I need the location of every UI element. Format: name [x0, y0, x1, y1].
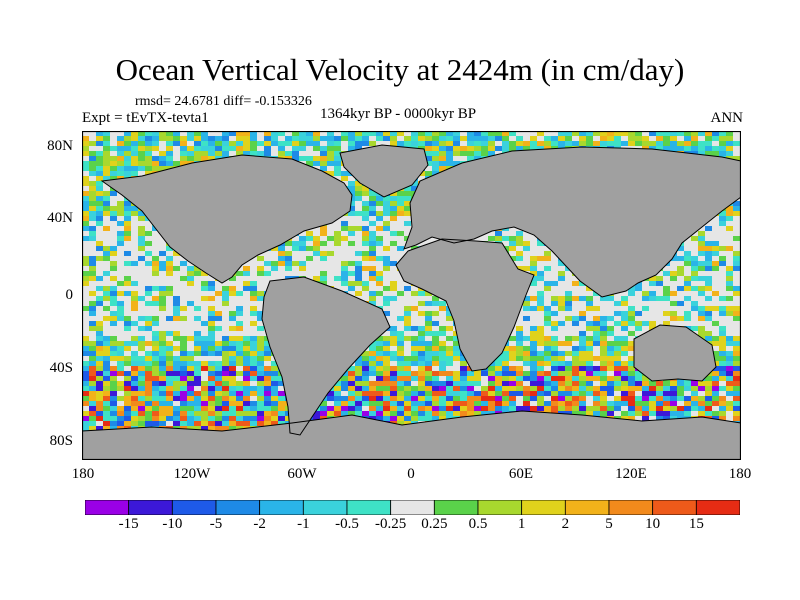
colorbar-swatch — [171, 500, 217, 515]
lon-label-60w: 60W — [287, 466, 317, 482]
experiment-label: Expt = tEvTX-tevta1 — [82, 110, 209, 126]
colorbar-label: -15 — [118, 516, 139, 532]
lon-label-120e: 120E — [615, 466, 647, 482]
period-label: 1364kyr BP - 0000kyr BP — [320, 106, 477, 122]
lat-label-80s: 80S — [49, 433, 73, 449]
colorbar-label: -10 — [162, 516, 183, 532]
colorbar-label: -1 — [297, 516, 310, 532]
colorbar-swatch — [390, 500, 435, 515]
lat-label-40s: 40S — [49, 360, 73, 376]
colorbar-swatch — [477, 500, 523, 515]
lon-label-180w: 180 — [71, 466, 95, 482]
colorbar-swatch — [85, 500, 130, 515]
colorbar-label: 1 — [517, 516, 526, 532]
coast-eurasia — [403, 146, 741, 298]
coast-greenland — [339, 144, 429, 198]
colorbar-swatch — [346, 500, 392, 515]
colorbar-label: -0.25 — [375, 516, 407, 532]
coastlines — [82, 144, 741, 460]
map-panel — [82, 131, 741, 460]
lon-label-180e: 180 — [728, 466, 752, 482]
lon-label-0: 0 — [407, 466, 415, 482]
stats-label: rmsd= 24.6781 diff= -0.153326 — [135, 94, 312, 109]
colorbar-swatch — [433, 500, 479, 515]
colorbar-swatch — [695, 500, 740, 515]
coast-north-america — [100, 154, 353, 284]
lon-label-120w: 120W — [173, 466, 211, 482]
season-label: ANN — [710, 110, 744, 126]
coast-australia — [633, 324, 717, 382]
lat-label-40n: 40N — [47, 210, 73, 226]
colorbar-swatch — [564, 500, 610, 515]
colorbar-swatch — [215, 500, 261, 515]
colorbar-label: -0.5 — [335, 516, 359, 532]
colorbar-swatch — [652, 500, 697, 515]
lat-label-80n: 80N — [47, 138, 73, 154]
colorbar-swatch — [608, 500, 654, 515]
colorbar — [85, 500, 740, 515]
colorbar-label: 15 — [688, 516, 704, 532]
colorbar-swatch — [302, 500, 348, 515]
ocean-field — [82, 131, 741, 460]
colorbar-label: 0.25 — [421, 516, 448, 532]
colorbar-label: 0.5 — [468, 516, 488, 532]
coast-south-america — [261, 276, 391, 436]
colorbar-label: 10 — [645, 516, 661, 532]
map-frame — [82, 131, 741, 460]
colorbar-label: -5 — [209, 516, 223, 532]
plot-title: Ocean Vertical Velocity at 2424m (in cm/… — [115, 52, 685, 87]
colorbar-label: -2 — [253, 516, 266, 532]
coast-africa — [395, 238, 535, 372]
colorbar-swatch — [259, 500, 304, 515]
coast-antarctica — [82, 410, 741, 460]
colorbar-label: 2 — [561, 516, 570, 532]
colorbar-swatch — [128, 500, 173, 515]
colorbar-swatch — [521, 500, 566, 515]
lat-label-0: 0 — [65, 287, 74, 303]
colorbar-label: 5 — [605, 516, 613, 532]
lon-label-60e: 60E — [508, 466, 534, 482]
